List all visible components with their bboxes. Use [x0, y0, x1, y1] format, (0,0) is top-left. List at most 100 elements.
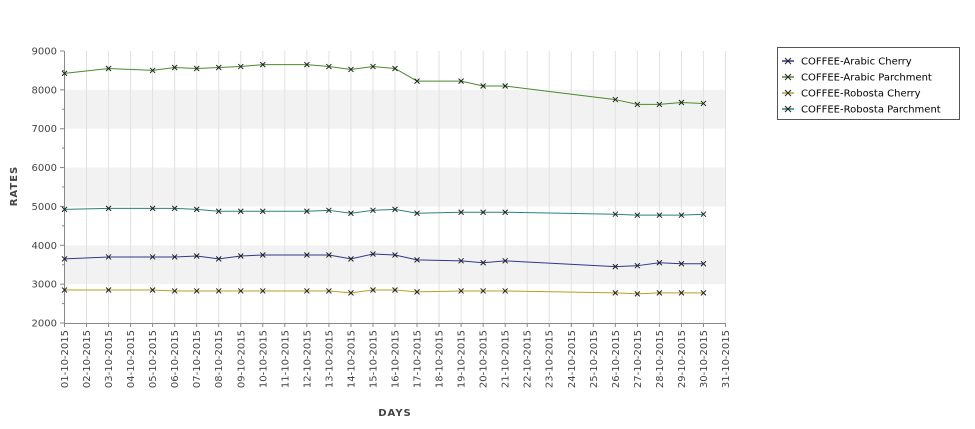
data-point	[149, 205, 156, 212]
data-point	[678, 99, 685, 106]
data-point	[700, 290, 707, 296]
data-point	[480, 259, 486, 266]
data-point	[215, 64, 222, 71]
data-point	[370, 207, 376, 214]
data-point	[480, 209, 486, 216]
x-tick-label: 27-10-2015	[633, 330, 644, 388]
series-coffee-robosta-cherry	[61, 287, 707, 297]
x-tick-label: 25-10-2015	[589, 330, 600, 388]
data-point	[656, 259, 663, 266]
x-tick-label: 07-10-2015	[192, 330, 203, 388]
x-tick-label: 09-10-2015	[236, 330, 247, 388]
data-point	[237, 253, 244, 259]
data-point	[193, 65, 200, 72]
data-point	[502, 257, 509, 264]
legend-marker	[784, 73, 792, 81]
data-point	[678, 212, 685, 219]
y-tick-label: 4000	[32, 241, 57, 252]
x-tick-label: 30-10-2015	[699, 330, 710, 388]
series-coffee-arabic-parchment	[61, 61, 707, 108]
data-point	[656, 101, 663, 108]
legend-label: COFFEE-Arabic Cherry	[801, 57, 912, 68]
legend-label: COFFEE-Robosta Cherry	[801, 89, 921, 100]
data-point	[392, 206, 398, 213]
data-point	[612, 96, 619, 103]
x-tick-label: 28-10-2015	[655, 330, 666, 388]
series-group	[61, 61, 707, 297]
x-tick-label: 11-10-2015	[280, 330, 291, 388]
data-point	[634, 101, 641, 108]
data-point	[634, 262, 641, 269]
data-point	[237, 208, 244, 215]
data-point	[370, 251, 376, 257]
y-tick-label: 7000	[32, 124, 57, 135]
data-point	[700, 100, 707, 107]
data-point	[105, 205, 112, 212]
data-point	[370, 63, 376, 70]
data-point	[502, 209, 509, 216]
data-point	[171, 64, 178, 71]
data-point	[700, 211, 707, 218]
x-tick-label: 24-10-2015	[567, 330, 578, 388]
x-tick-label: 17-10-2015	[413, 330, 424, 388]
data-point	[612, 290, 619, 296]
data-point	[678, 260, 685, 267]
data-point	[326, 207, 332, 214]
x-tick-label: 15-10-2015	[368, 330, 379, 388]
data-point	[193, 206, 200, 213]
data-point	[392, 287, 398, 293]
data-point	[149, 287, 156, 293]
x-tick-label: 13-10-2015	[324, 330, 335, 388]
data-point	[171, 254, 178, 260]
data-point	[656, 290, 663, 296]
x-tick-label: 12-10-2015	[302, 330, 313, 388]
data-point	[458, 257, 464, 264]
series-line	[64, 64, 704, 105]
data-point	[414, 210, 420, 217]
data-point	[480, 288, 486, 294]
x-tick-label: 31-10-2015	[721, 330, 732, 388]
y-axis-ticks: 2000 3000 4000 5000 6000 7000 8000 9000	[32, 47, 64, 330]
legend-entry: COFFEE-Robosta Cherry	[782, 89, 921, 100]
x-tick-label: 03-10-2015	[104, 330, 115, 388]
data-point	[105, 287, 112, 293]
data-point	[326, 288, 332, 294]
data-point	[171, 288, 178, 294]
legend-marker	[784, 105, 792, 113]
data-point	[392, 65, 398, 72]
x-axis-title: DAYS	[378, 408, 412, 419]
legend-box	[777, 47, 960, 120]
x-tick-label: 18-10-2015	[435, 330, 446, 388]
x-tick-label: 21-10-2015	[501, 330, 512, 388]
data-point	[149, 254, 156, 260]
legend-entry: COFFEE-Arabic Parchment	[782, 73, 932, 84]
data-point	[480, 83, 486, 89]
data-point	[348, 66, 354, 73]
data-point	[259, 208, 266, 215]
data-point	[171, 205, 178, 212]
series-line	[64, 253, 704, 268]
y-tick-label: 8000	[32, 85, 57, 96]
data-point	[634, 291, 641, 297]
x-tick-label: 26-10-2015	[611, 330, 622, 388]
data-point	[326, 252, 332, 258]
x-tick-label: 02-10-2015	[82, 330, 93, 388]
data-point	[105, 254, 112, 260]
y-tick-label: 6000	[32, 163, 57, 174]
x-tick-label: 16-10-2015	[391, 330, 402, 388]
data-point	[414, 257, 420, 263]
x-tick-label: 10-10-2015	[258, 330, 269, 388]
data-point	[304, 288, 310, 294]
x-tick-label: 19-10-2015	[457, 330, 468, 388]
legend-label: COFFEE-Arabic Parchment	[801, 73, 932, 84]
legend-marker	[784, 57, 792, 65]
x-tick-label: 06-10-2015	[170, 330, 181, 388]
data-point	[215, 288, 222, 294]
series-line	[64, 289, 704, 295]
y-tick-label: 2000	[32, 319, 57, 330]
series-coffee-robosta-parchment	[61, 205, 707, 219]
data-point	[304, 252, 310, 258]
data-point	[392, 252, 398, 258]
data-point	[193, 288, 200, 294]
data-point	[678, 290, 685, 296]
